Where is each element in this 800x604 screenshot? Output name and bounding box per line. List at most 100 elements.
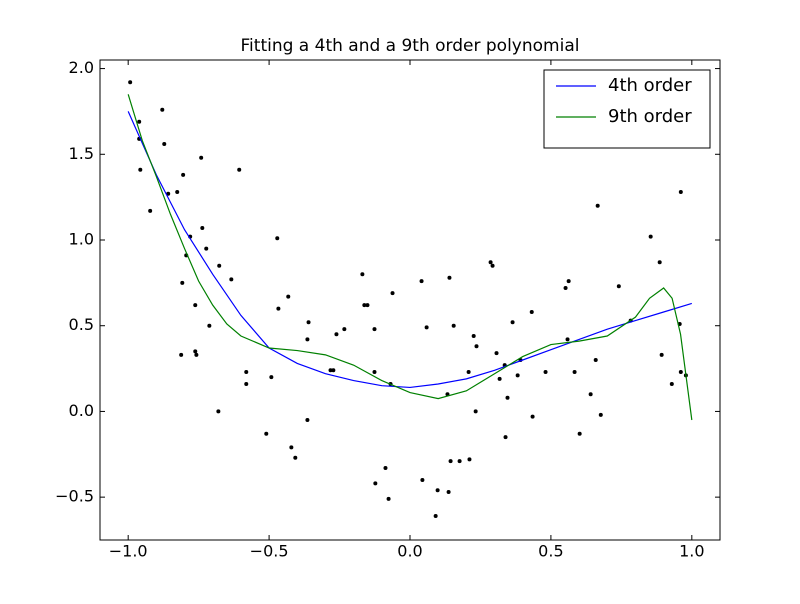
point [467,457,472,462]
point [306,320,311,325]
point [244,382,249,386]
point [162,142,167,146]
point [244,370,249,374]
point [305,418,310,422]
point [365,303,370,308]
point [229,277,234,282]
point [473,409,478,414]
point [362,303,367,308]
point [148,208,153,213]
point [420,478,425,482]
point [474,344,479,349]
point [137,119,142,124]
x-tick-label: −0.5 [250,542,289,561]
legend-box [543,69,711,149]
point [598,412,603,417]
point [433,514,438,518]
point [181,172,186,177]
point [515,373,520,378]
point [390,291,395,296]
point [328,368,333,373]
point [200,226,205,230]
point [530,414,535,419]
y-tick-label: 2.0 [69,58,94,77]
point [372,370,377,374]
plot-frame [99,59,721,541]
point [572,370,577,374]
point [466,370,471,374]
point [372,327,377,332]
point [269,375,274,380]
y-tick-label: 1.5 [69,144,94,163]
point [510,320,515,325]
point [543,370,548,374]
point [588,392,593,397]
point [179,352,184,357]
y-tick-label: −0.5 [55,487,94,506]
point [373,481,378,486]
point [566,279,571,284]
legend-label: 9th order [608,106,692,127]
point [276,306,281,311]
point [451,323,456,328]
point [160,107,165,112]
point [448,459,453,464]
point [563,286,568,290]
line [127,94,693,421]
point [193,303,198,308]
point [435,488,440,493]
x-tick-label: −1.0 [109,542,148,561]
point [497,376,502,381]
point [424,325,429,330]
point [447,275,452,280]
point [194,352,199,357]
point [505,395,510,400]
point [490,263,495,268]
point [331,368,336,373]
point [529,310,534,314]
point [334,332,339,337]
point [595,203,600,208]
point [180,280,185,285]
point [616,284,621,289]
point [360,272,365,277]
point [678,370,683,374]
point [275,236,280,241]
point [289,445,294,450]
point [446,490,451,494]
point [488,260,493,265]
point [264,431,269,436]
point [659,352,664,357]
legend-label: 4th order [608,75,692,96]
point [207,323,212,328]
line [127,111,692,389]
point [293,455,298,460]
point [678,190,683,194]
point [199,155,204,160]
point [577,431,582,436]
point [386,496,391,501]
point [383,466,388,470]
point [471,334,476,338]
chart-title: Fitting a 4th and a 9th order polynomial [241,36,580,56]
point [419,279,424,284]
point [593,358,598,362]
point [193,349,198,354]
y-tick-label: 1.0 [69,230,94,249]
point [237,167,242,172]
point [175,190,180,194]
point [669,382,674,386]
point [494,351,499,356]
x-tick-label: 1.0 [679,542,704,561]
point [217,263,222,268]
point [138,167,143,172]
point [503,435,508,440]
point [342,327,347,332]
point [565,337,570,342]
point [286,294,291,299]
y-tick-label: 0.5 [69,315,94,334]
x-tick-label: 0.5 [538,542,563,561]
x-tick-label: 0.0 [397,542,422,561]
point [305,337,310,342]
